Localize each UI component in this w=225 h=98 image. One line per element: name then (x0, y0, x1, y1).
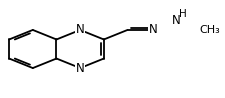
Text: CH₃: CH₃ (199, 25, 220, 35)
Text: N: N (172, 14, 180, 27)
Text: H: H (179, 9, 187, 19)
Text: N: N (76, 23, 85, 36)
Text: N: N (76, 62, 85, 75)
Text: N: N (149, 23, 158, 36)
